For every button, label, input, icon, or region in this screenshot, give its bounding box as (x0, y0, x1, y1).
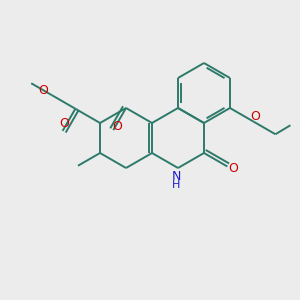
Text: O: O (250, 110, 260, 123)
Text: O: O (228, 162, 238, 175)
Text: O: O (112, 120, 122, 133)
Text: H: H (172, 180, 180, 190)
Text: O: O (38, 84, 48, 97)
Text: O: O (60, 117, 70, 130)
Text: N: N (171, 170, 181, 184)
